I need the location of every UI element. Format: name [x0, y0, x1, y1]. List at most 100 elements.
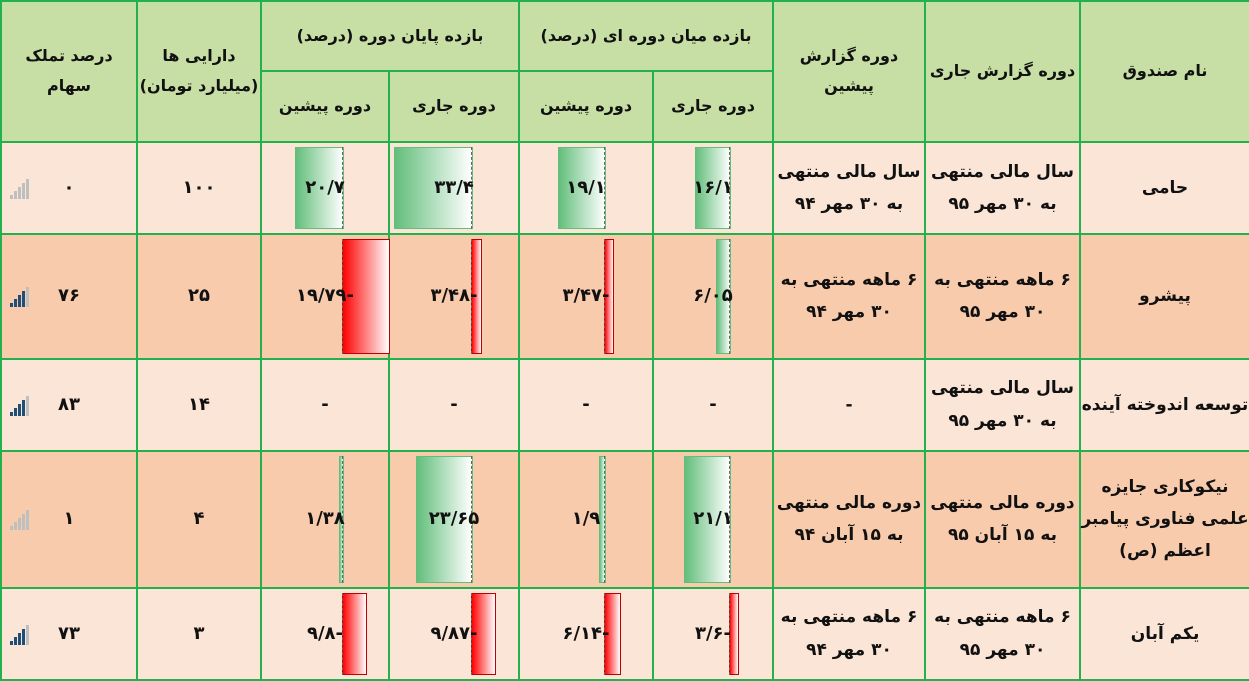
data-bar [716, 239, 732, 354]
return-value: -۶/۱۴ [562, 622, 610, 644]
return-value: ۱/۳۸ [305, 508, 345, 530]
return-value: ۱۶/۱ [693, 176, 733, 198]
return-value: - [450, 393, 458, 415]
header-mid-current: دوره جاری [652, 70, 775, 143]
assets-cell: ۱۴ [136, 357, 262, 452]
table-row: نیکوکاری جایزه علمی فناوری پیامبر اعظم (… [0, 449, 1249, 589]
header-end-return: بازده پایان دوره (درصد) [260, 0, 520, 73]
return-cell-end-cur: ۲۳/۶۵ [388, 449, 520, 589]
header-fund-name: نام صندوق [1079, 0, 1249, 143]
return-cell-mid-cur: ۶/۰۵ [652, 233, 775, 360]
return-cell-mid-cur: ۱۶/۱ [652, 140, 775, 236]
ownership-cell: ۷۶ [0, 233, 138, 360]
bar-axis [729, 239, 731, 354]
return-cell-end-prev: ۲۰/۷ [260, 140, 390, 236]
current-period-cell: دوره مالی منتهی به ۱۵ آبان ۹۵ [924, 449, 1082, 589]
return-cell-mid-cur: -۳/۶ [652, 586, 775, 681]
assets-cell: ۱۰۰ [136, 140, 262, 236]
ownership-cell: ۱ [0, 449, 138, 589]
bar-axis [729, 455, 731, 583]
return-value: -۹/۸ [306, 622, 344, 644]
bar-axis [471, 592, 473, 675]
return-value: - [321, 393, 329, 415]
header-end-current: دوره جاری [388, 70, 520, 143]
fund-name-cell: یکم آبان [1079, 586, 1249, 681]
data-bar [558, 146, 606, 230]
return-value: -۱۹/۷۹ [295, 285, 354, 307]
bar-axis [729, 146, 731, 230]
data-bar [683, 455, 732, 583]
return-cell-mid-cur: - [652, 357, 775, 452]
previous-period-cell: ۶ ماهه منتهی به ۳۰ مهر ۹۴ [772, 586, 927, 681]
data-bar [393, 146, 474, 230]
signal-bars-icon [10, 394, 30, 416]
data-bar [694, 146, 732, 230]
return-value: ۲۰/۷ [305, 176, 345, 198]
return-cell-end-prev: -۹/۸ [260, 586, 390, 681]
return-cell-mid-prev: -۶/۱۴ [517, 586, 655, 681]
header-assets: دارایی ها (میلیارد تومان) [136, 0, 262, 143]
bar-axis [604, 455, 605, 583]
return-value: ۱/۹ [571, 508, 601, 530]
ownership-value: ۸۳ [58, 393, 80, 415]
return-cell-end-cur: ۳۳/۴ [388, 140, 520, 236]
signal-bars-icon [10, 623, 30, 645]
bar-axis [471, 146, 473, 230]
return-cell-end-cur: -۳/۴۸ [388, 233, 520, 360]
previous-period-cell: سال مالی منتهی به ۳۰ مهر ۹۴ [772, 140, 927, 236]
data-bar [599, 455, 606, 583]
bar-axis [729, 592, 731, 675]
signal-bars-icon [10, 285, 30, 308]
data-bar [342, 592, 367, 675]
fund-name-cell: توسعه اندوخته آینده [1079, 357, 1249, 452]
return-cell-mid-prev: ۱۹/۱ [517, 140, 655, 236]
data-bar [294, 146, 345, 230]
previous-period-cell: - [772, 357, 927, 452]
return-cell-mid-prev: - [517, 357, 655, 452]
ownership-cell: ۷۳ [0, 586, 138, 681]
return-value: ۳۳/۴ [434, 176, 474, 198]
bar-axis [342, 146, 344, 230]
return-cell-end-cur: - [388, 357, 520, 452]
fund-name-cell: حامی [1079, 140, 1249, 236]
return-cell-mid-prev: -۳/۴۷ [517, 233, 655, 360]
bar-axis [604, 239, 605, 354]
ownership-value: ۷۶ [58, 285, 80, 307]
fund-name-cell: پیشرو [1079, 233, 1249, 360]
return-cell-end-cur: -۹/۸۷ [388, 586, 520, 681]
return-value: - [582, 393, 590, 415]
return-cell-end-prev: ۱/۳۸ [260, 449, 390, 589]
return-value: -۳/۴۸ [430, 285, 478, 307]
bar-axis [342, 592, 344, 675]
header-mid-return: بازده میان دوره ای (درصد) [517, 0, 775, 73]
data-bar [416, 455, 474, 583]
current-period-cell: سال مالی منتهی به ۳۰ مهر ۹۵ [924, 140, 1082, 236]
ownership-value: ۷۳ [58, 622, 80, 644]
bar-axis [471, 239, 473, 354]
header-ownership: درصد تملک سهام [0, 0, 138, 143]
signal-bars-icon [10, 508, 30, 531]
bar-axis [604, 592, 605, 675]
assets-cell: ۴ [136, 449, 262, 589]
return-value: ۶/۰۵ [693, 285, 733, 307]
fund-name-cell: نیکوکاری جایزه علمی فناوری پیامبر اعظم (… [1079, 449, 1249, 589]
return-value: ۲۱/۱ [693, 508, 733, 530]
assets-cell: ۲۵ [136, 233, 262, 360]
table-row: پیشرو ۶ ماهه منتهی به ۳۰ مهر ۹۵ ۶ ماهه منت… [0, 233, 1249, 360]
current-period-cell: ۶ ماهه منتهی به ۳۰ مهر ۹۵ [924, 233, 1082, 360]
ownership-cell: ۰ [0, 140, 138, 236]
bar-axis [471, 455, 473, 583]
ownership-cell: ۸۳ [0, 357, 138, 452]
return-value: -۳/۶ [695, 622, 732, 644]
previous-period-cell: دوره مالی منتهی به ۱۵ آبان ۹۴ [772, 449, 927, 589]
signal-bars-icon [10, 177, 30, 199]
data-bar [471, 592, 497, 675]
return-cell-end-prev: -۱۹/۷۹ [260, 233, 390, 360]
current-period-cell: ۶ ماهه منتهی به ۳۰ مهر ۹۵ [924, 586, 1082, 681]
ownership-value: ۰ [63, 176, 75, 198]
return-cell-end-prev: - [260, 357, 390, 452]
table-row: توسعه اندوخته آینده سال مالی منتهی به ۳۰ … [0, 357, 1249, 452]
return-value: -۹/۸۷ [430, 622, 478, 644]
header-previous-period: دوره گزارش پیشین [772, 0, 927, 143]
